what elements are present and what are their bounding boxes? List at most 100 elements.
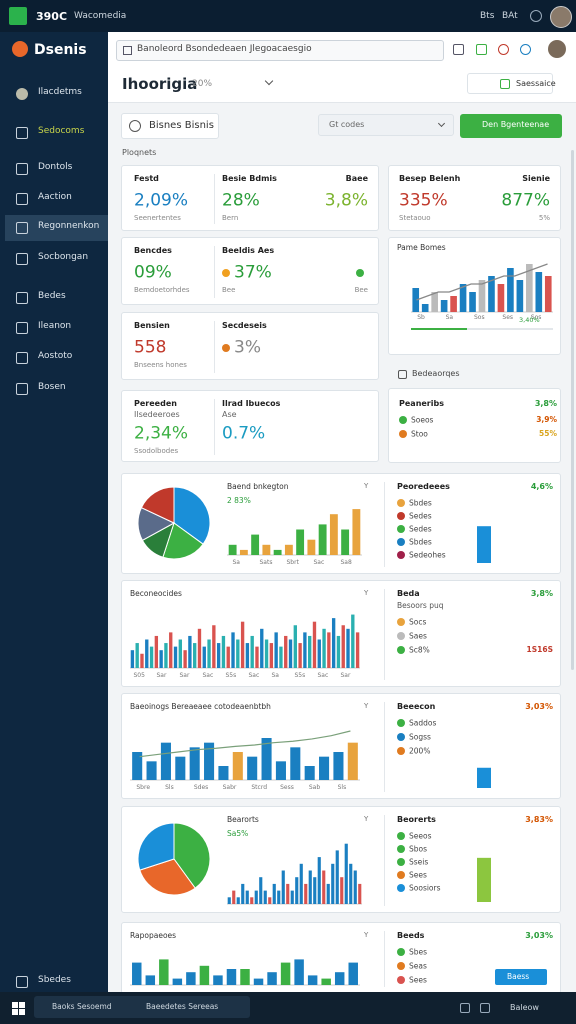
nav-item[interactable]: Regonnenkon [38, 221, 100, 231]
bar [308, 870, 312, 904]
bar [251, 534, 260, 555]
legend-dot [356, 268, 364, 277]
x-tick-label: Ses [502, 314, 514, 321]
bar [240, 621, 245, 668]
bar [351, 614, 355, 668]
bar [317, 639, 321, 668]
taskbar-item[interactable]: Baeedetes Sereeas [146, 1002, 219, 1011]
bar [321, 978, 331, 985]
bar [189, 747, 200, 780]
legend-label: Sc8% [409, 645, 430, 655]
search-box[interactable]: Bisnes Bisnis [121, 113, 219, 139]
header-button[interactable]: Saessaice [467, 73, 556, 94]
legend-dot [397, 719, 405, 727]
nav-item[interactable]: Aostoto [38, 351, 73, 361]
toolbar-icon[interactable] [520, 44, 531, 55]
bar [431, 292, 438, 312]
legend-label: Seeos [409, 831, 432, 841]
legend-dot [397, 845, 405, 853]
legend-dot [222, 343, 230, 352]
nav-item[interactable]: Aaction [38, 192, 72, 202]
x-tick-label: Sab [308, 784, 321, 791]
bar [228, 544, 237, 555]
bar [250, 897, 254, 904]
chart-canvas [477, 526, 491, 563]
chart-title: Pame Bomes [397, 243, 446, 252]
bar [173, 646, 178, 668]
metric-value: 335% [399, 190, 448, 211]
bar [507, 268, 514, 312]
legend-row: Saes [397, 631, 427, 641]
bar [259, 877, 263, 904]
chart-canvas [477, 857, 491, 902]
bar [331, 863, 335, 904]
bar [336, 635, 341, 668]
pie-slice [173, 821, 211, 889]
legend-row: Sees [397, 870, 427, 880]
search-circle [129, 120, 141, 132]
metric-value-row: 558 [134, 337, 166, 358]
metric-value-row [356, 262, 368, 281]
nav-item[interactable]: Ilacdetms [38, 87, 82, 97]
legend-title: Beda [397, 589, 420, 598]
x-tick-label: Sb [417, 314, 425, 321]
bar [260, 628, 264, 668]
x-tick-label: Sls [337, 784, 347, 791]
page-header: Ihoorigia 20% Saessaice [108, 66, 576, 103]
bar [312, 621, 317, 668]
legend-row: Sees [397, 975, 427, 985]
metric-value-row: 335% [399, 190, 448, 211]
legend-value: 3,03% [525, 702, 553, 711]
legend-label: Sbdes [409, 537, 432, 547]
toolbar-icon[interactable] [498, 44, 509, 55]
card-divider [214, 174, 215, 224]
bar [213, 975, 223, 985]
legend-label: Sedes [409, 511, 432, 521]
status-text: BAt [502, 11, 518, 21]
bar [313, 877, 317, 904]
x-tick-label: Sabr [222, 784, 237, 791]
nav-item[interactable]: Sedocoms [38, 126, 85, 136]
nav-item[interactable]: Sbedes [38, 975, 71, 985]
active-item-bg [5, 215, 108, 241]
x-tick-label: Sbre [136, 784, 151, 791]
toolbar-icon[interactable] [476, 44, 487, 55]
x-tick-label: Sbrt [286, 559, 299, 566]
search-input[interactable]: Banoleord Bsondedeaen Jlegoacaesgio [116, 40, 444, 61]
bar [358, 883, 362, 904]
bar [261, 738, 272, 780]
bar [450, 296, 457, 312]
kpi-card: Bencdes 09% Bemdoetorhdes Beeldis Aes 37% Bee… [121, 237, 379, 305]
legend-label: Stoo [411, 429, 428, 439]
bar [349, 863, 353, 904]
toolbar-icon[interactable] [453, 44, 464, 55]
metric-value: 0.7% [222, 423, 266, 444]
nav-item[interactable]: Dontols [38, 162, 73, 172]
legend-dot [397, 632, 405, 640]
legend-dot [397, 618, 405, 626]
nav-item[interactable]: Bedes [38, 291, 66, 301]
taskbar-item[interactable]: Baoks Sesoemd [52, 1002, 112, 1011]
x-tick-label: Sa [445, 314, 454, 321]
chart-title: Baend bnkegton [227, 482, 289, 491]
legend-button[interactable]: Baess [495, 969, 547, 985]
bar [478, 280, 486, 312]
metric-label: Secdeseis [222, 321, 267, 330]
bar [204, 742, 215, 780]
bar [421, 304, 429, 312]
chart-subtitle: Sa5% [227, 829, 249, 838]
trend-line [139, 730, 351, 758]
nav-item[interactable]: Ileanon [38, 321, 72, 331]
primary-button[interactable]: Den Bgenteenae [460, 114, 562, 138]
bar [526, 264, 533, 312]
nav-item[interactable]: Socbongan [38, 252, 89, 262]
nav-icon [16, 976, 28, 988]
nav-item[interactable]: Bosen [38, 382, 66, 392]
panel-tag: Y [364, 702, 369, 710]
bar [145, 639, 149, 668]
bar [497, 284, 505, 312]
bar [202, 646, 206, 668]
avatar [550, 6, 572, 28]
bar [488, 276, 495, 312]
select-box[interactable]: Gt codes [318, 114, 454, 136]
